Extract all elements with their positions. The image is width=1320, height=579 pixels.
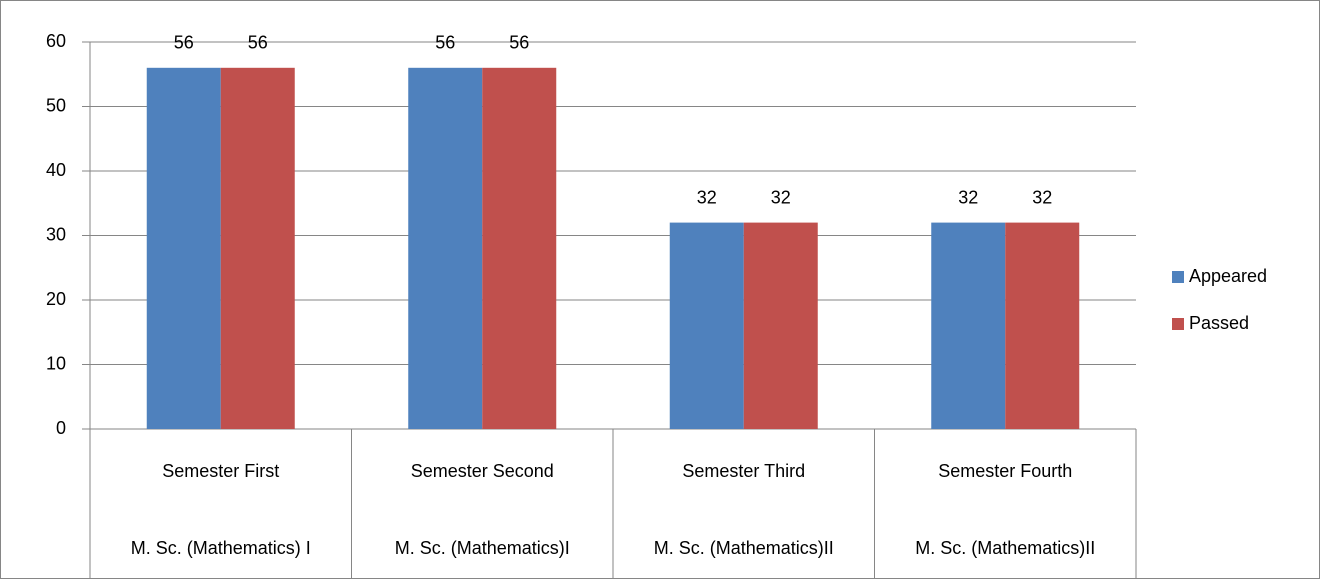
data-label: 56 (509, 33, 529, 53)
legend-label: Appeared (1189, 266, 1267, 286)
data-label: 32 (1032, 187, 1052, 207)
legend-label: Passed (1189, 313, 1249, 333)
legend-swatch (1172, 271, 1184, 283)
x-tick-label: Semester Second (411, 461, 554, 481)
x-group-label: M. Sc. (Mathematics)II (654, 538, 834, 558)
data-label: 32 (958, 187, 978, 207)
bar (146, 67, 221, 430)
y-tick-label: 20 (46, 289, 66, 309)
data-label: 56 (248, 33, 268, 53)
y-tick-label: 50 (46, 95, 66, 115)
bar (482, 67, 557, 430)
data-label: 32 (697, 187, 717, 207)
data-label: 56 (435, 33, 455, 53)
bar (931, 222, 1006, 429)
x-group-label: M. Sc. (Mathematics)I (395, 538, 570, 558)
bar (408, 67, 483, 430)
x-tick-label: Semester Third (682, 461, 805, 481)
x-group-label: M. Sc. (Mathematics) I (131, 538, 311, 558)
data-label: 56 (174, 33, 194, 53)
x-group-label: M. Sc. (Mathematics)II (915, 538, 1095, 558)
y-tick-label: 60 (46, 31, 66, 51)
bar (669, 222, 744, 429)
y-tick-label: 10 (46, 353, 66, 373)
x-tick-label: Semester Fourth (938, 461, 1072, 481)
bar (220, 67, 295, 430)
legend-swatch (1172, 318, 1184, 330)
data-label: 32 (771, 187, 791, 207)
x-tick-label: Semester First (162, 461, 279, 481)
bar (743, 222, 818, 429)
y-tick-label: 30 (46, 224, 66, 244)
y-tick-label: 0 (56, 418, 66, 438)
y-tick-label: 40 (46, 160, 66, 180)
bar (1005, 222, 1080, 429)
